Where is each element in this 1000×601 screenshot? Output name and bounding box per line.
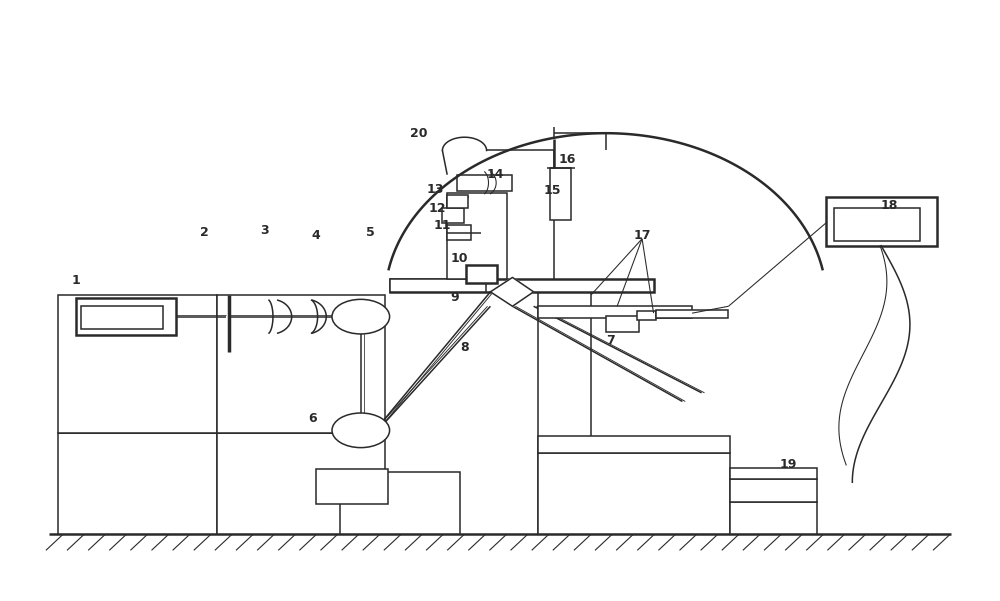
Bar <box>550 168 571 220</box>
Bar <box>390 279 486 292</box>
Bar <box>538 453 730 534</box>
Bar <box>606 316 639 332</box>
Text: 7: 7 <box>606 334 615 347</box>
Bar <box>447 195 468 208</box>
Bar <box>217 294 385 433</box>
Bar <box>457 175 512 191</box>
Bar <box>316 469 388 504</box>
Bar <box>58 433 217 534</box>
Circle shape <box>332 299 390 334</box>
Text: 11: 11 <box>434 219 451 232</box>
Text: 9: 9 <box>451 291 459 304</box>
Bar <box>637 311 656 320</box>
Bar <box>340 472 460 534</box>
Bar <box>730 502 817 534</box>
Bar <box>538 307 692 318</box>
Bar <box>730 468 817 480</box>
Text: 1: 1 <box>71 274 80 287</box>
Bar <box>58 294 217 433</box>
Text: 12: 12 <box>429 202 446 215</box>
Bar <box>76 297 176 335</box>
Circle shape <box>332 413 390 448</box>
Bar <box>447 192 507 279</box>
Bar <box>826 197 937 246</box>
Text: 15: 15 <box>543 185 561 197</box>
Text: 18: 18 <box>880 199 897 212</box>
Text: 14: 14 <box>486 168 504 182</box>
Bar <box>442 208 464 222</box>
Text: 2: 2 <box>200 226 209 239</box>
Bar <box>730 480 817 502</box>
Bar <box>81 307 163 329</box>
Text: 3: 3 <box>260 224 269 237</box>
Polygon shape <box>490 278 534 307</box>
Bar <box>447 225 471 240</box>
Text: 13: 13 <box>427 183 444 196</box>
Text: 6: 6 <box>308 412 317 426</box>
Text: 4: 4 <box>311 230 320 242</box>
Text: 17: 17 <box>633 229 651 242</box>
Bar <box>656 310 728 318</box>
Text: 10: 10 <box>451 252 468 266</box>
Bar <box>834 207 920 241</box>
Bar <box>538 280 591 534</box>
Text: 20: 20 <box>410 127 427 139</box>
Bar <box>390 279 654 292</box>
Bar <box>217 433 385 534</box>
Bar <box>538 436 730 453</box>
Text: 5: 5 <box>366 226 375 239</box>
Bar <box>466 264 497 283</box>
Text: 16: 16 <box>559 153 576 166</box>
Text: 19: 19 <box>779 459 797 471</box>
Text: 8: 8 <box>460 341 469 355</box>
